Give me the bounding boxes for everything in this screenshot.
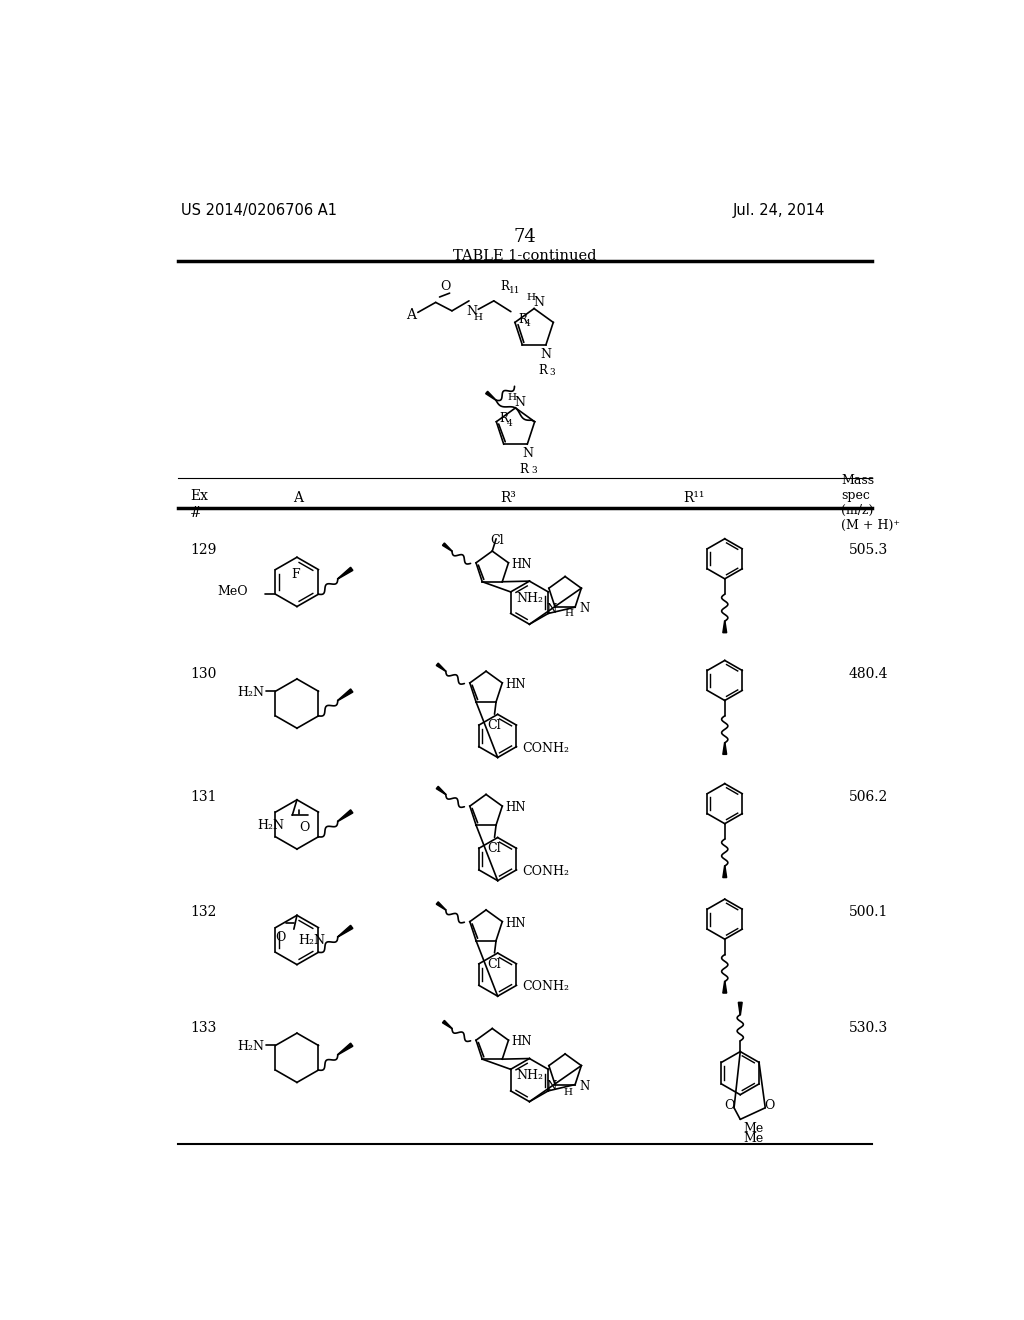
Polygon shape [485,391,496,400]
Polygon shape [723,982,727,993]
Text: NH₂: NH₂ [516,1069,543,1082]
Text: Cl: Cl [487,957,502,970]
Text: 133: 133 [190,1020,216,1035]
Text: O: O [440,280,451,293]
Polygon shape [723,866,727,878]
Text: N: N [514,396,525,409]
Polygon shape [436,663,445,672]
Text: CONH₂: CONH₂ [522,981,569,994]
Text: R³: R³ [500,491,516,506]
Text: N: N [522,447,532,461]
Polygon shape [436,787,445,795]
Text: HN: HN [506,678,526,690]
Text: Cl: Cl [487,719,502,731]
Text: HN: HN [506,801,526,814]
Polygon shape [338,568,353,579]
Text: HN: HN [506,916,526,929]
Text: A: A [294,491,303,506]
Text: H: H [474,313,482,322]
Text: 480.4: 480.4 [849,667,888,681]
Text: O: O [299,821,309,834]
Text: 130: 130 [190,667,216,681]
Text: H₂N: H₂N [238,686,264,700]
Text: H₂N: H₂N [238,1040,264,1053]
Text: H: H [508,392,517,401]
Polygon shape [338,809,353,821]
Text: Ex
#: Ex # [190,490,208,520]
Text: 11: 11 [509,286,520,296]
Text: H: H [564,1088,572,1097]
Text: Cl: Cl [487,842,502,855]
Text: Mass
spec
(m/z)
(M + H)⁺: Mass spec (m/z) (M + H)⁺ [841,474,900,532]
Text: N: N [546,1080,556,1093]
Text: HN: HN [512,1035,532,1048]
Text: R: R [539,364,547,378]
Text: 500.1: 500.1 [849,906,888,919]
Text: Me: Me [743,1133,764,1146]
Text: CONH₂: CONH₂ [522,865,569,878]
Polygon shape [338,925,353,937]
Polygon shape [338,1043,353,1055]
Text: CONH₂: CONH₂ [522,742,569,755]
Text: H: H [526,293,536,301]
Text: Jul. 24, 2014: Jul. 24, 2014 [732,203,825,218]
Polygon shape [442,543,452,552]
Text: F: F [291,568,300,581]
Polygon shape [723,743,727,755]
Text: NH₂: NH₂ [516,591,543,605]
Text: R: R [500,280,509,293]
Text: R: R [520,462,528,475]
Text: 530.3: 530.3 [849,1020,888,1035]
Text: H₂N: H₂N [299,933,326,946]
Text: A: A [406,308,416,322]
Text: O: O [724,1100,734,1111]
Text: US 2014/0206706 A1: US 2014/0206706 A1 [180,203,337,218]
Text: N: N [580,602,590,615]
Text: 132: 132 [190,906,216,919]
Text: 131: 131 [190,789,216,804]
Text: HN: HN [512,558,532,570]
Text: 506.2: 506.2 [849,789,888,804]
Text: N: N [534,296,544,309]
Text: R: R [518,313,527,326]
Text: O: O [275,931,286,944]
Polygon shape [738,1002,742,1015]
Text: MeO: MeO [218,585,249,598]
Text: O: O [765,1100,775,1111]
Polygon shape [436,902,445,909]
Text: 74: 74 [513,227,537,246]
Text: R¹¹: R¹¹ [683,491,705,506]
Text: H: H [564,609,573,618]
Text: 505.3: 505.3 [849,544,888,557]
Text: Me: Me [743,1122,764,1135]
Text: TABLE 1-continued: TABLE 1-continued [453,249,597,263]
Polygon shape [338,689,353,701]
Text: R: R [500,412,508,425]
Text: 4: 4 [525,319,530,329]
Text: N: N [579,1080,589,1093]
Text: 4: 4 [507,418,512,428]
Polygon shape [442,1020,452,1028]
Text: Cl: Cl [490,535,504,548]
Text: N: N [541,348,552,360]
Text: 3: 3 [550,368,555,378]
Text: N: N [467,305,477,318]
Text: H₂N: H₂N [258,818,285,832]
Polygon shape [723,622,727,632]
Text: N: N [546,603,556,616]
Text: 3: 3 [531,466,537,475]
Text: 129: 129 [190,544,216,557]
